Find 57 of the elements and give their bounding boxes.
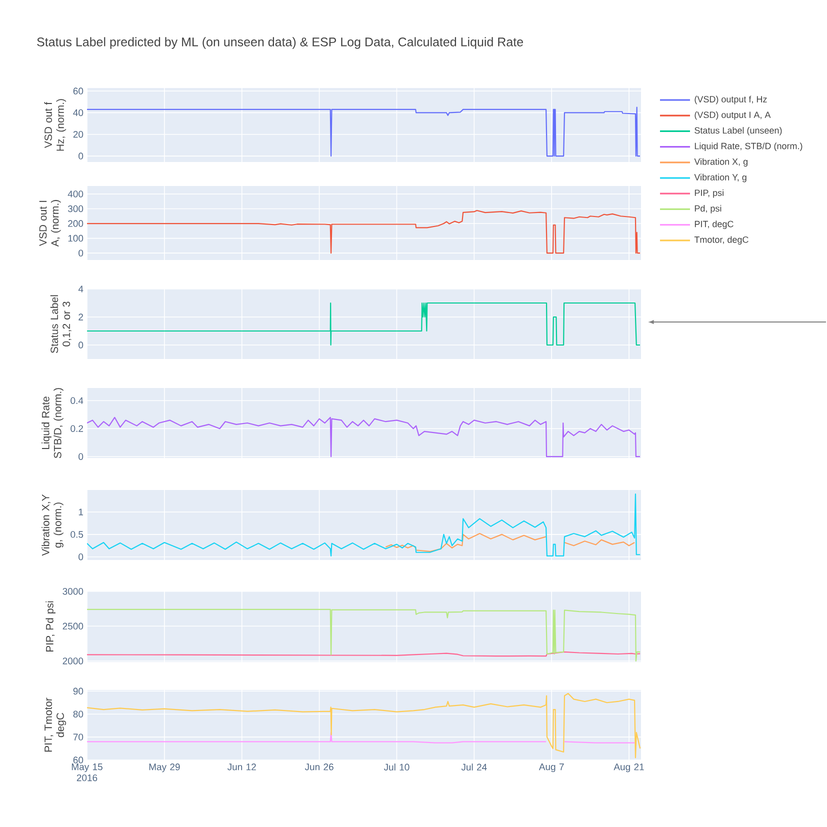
y-tick-label: 90 <box>73 688 84 695</box>
legend-label: PIP, psi <box>694 189 724 198</box>
y-tick-label: 2000 <box>62 658 84 664</box>
x-tick-label: Jun 12 <box>227 764 256 770</box>
x-tick-label: Jul 24 <box>461 764 487 771</box>
chart-title: Status Label predicted by ML (on unseen data) & ESP Log Data, Calculated Liquid Rate <box>37 37 524 49</box>
y-tick-label: 3000 <box>62 588 84 595</box>
line-series <box>87 493 641 557</box>
x-tick-label: May 15 2016 <box>72 764 102 782</box>
y-tick-label: 200 <box>68 220 84 227</box>
y-tick-label: 4 <box>78 286 84 292</box>
y-tick-label: 1 <box>78 508 83 516</box>
y-axis-title: PIT, Tmotor degC <box>44 698 66 752</box>
y-tick-label: 0.2 <box>70 425 83 432</box>
legend-label: (VSD) output I A, A <box>694 111 771 120</box>
legend-label: Tmotor, degC <box>694 236 748 245</box>
y-tick-label: 0 <box>78 342 84 348</box>
y-tick-label: 0 <box>78 250 84 256</box>
y-axis-title: Status Label 0,1,2 or 3 <box>50 295 72 354</box>
legend-label: Vibration Y, g <box>694 174 746 182</box>
y-tick-label: 70 <box>73 734 84 740</box>
y-axis-title: PIP, Pd psi <box>46 601 56 652</box>
line-series <box>87 106 641 157</box>
legend-label: Status Label (unseen) <box>694 127 782 136</box>
y-tick-label: 0 <box>78 453 84 460</box>
legend-label: Liquid Rate, STB/D (norm.) <box>694 142 802 151</box>
x-tick-label: May 29 <box>149 764 180 772</box>
x-tick-label: Jul 10 <box>384 764 410 771</box>
y-tick-label: 300 <box>68 205 84 212</box>
y-tick-label: 2500 <box>62 622 84 630</box>
y-tick-label: 60 <box>73 88 84 94</box>
line-series <box>87 692 641 758</box>
legend-label: PIT, degC <box>694 220 734 229</box>
x-tick-label: Jun 26 <box>304 764 334 770</box>
y-tick-label: 80 <box>73 710 84 718</box>
y-axis-title: VSD out f Hz, (norm.) <box>44 99 66 151</box>
legend-label: Pd, psi <box>694 205 722 214</box>
y-axis-title: Vibration X,Y g, (norm.) <box>42 494 64 556</box>
y-tick-label: 400 <box>68 190 84 198</box>
y-tick-label: 40 <box>73 109 84 116</box>
y-tick-label: 0.4 <box>70 397 84 404</box>
y-tick-label: 60 <box>73 756 84 764</box>
y-tick-label: 0.5 <box>70 531 84 538</box>
line-series <box>87 302 641 346</box>
legend-label: (VSD) output f, Hz <box>694 96 767 104</box>
y-tick-label: 2 <box>78 314 83 320</box>
y-axis-title: VSD out I A, (norm.) <box>39 200 61 247</box>
y-tick-label: 0 <box>78 152 84 160</box>
line-series <box>87 210 641 254</box>
legend-label: Vibration X, g <box>694 158 748 167</box>
y-axis-title: Liquid Rate STB/D, (norm.) <box>42 388 64 458</box>
x-tick-label: Aug 7 <box>538 764 564 772</box>
y-tick-label: 100 <box>68 234 84 242</box>
x-tick-label: Aug 21 <box>614 764 644 772</box>
line-series <box>87 608 641 662</box>
y-tick-label: 20 <box>73 131 84 138</box>
y-tick-label: 0 <box>78 554 84 560</box>
